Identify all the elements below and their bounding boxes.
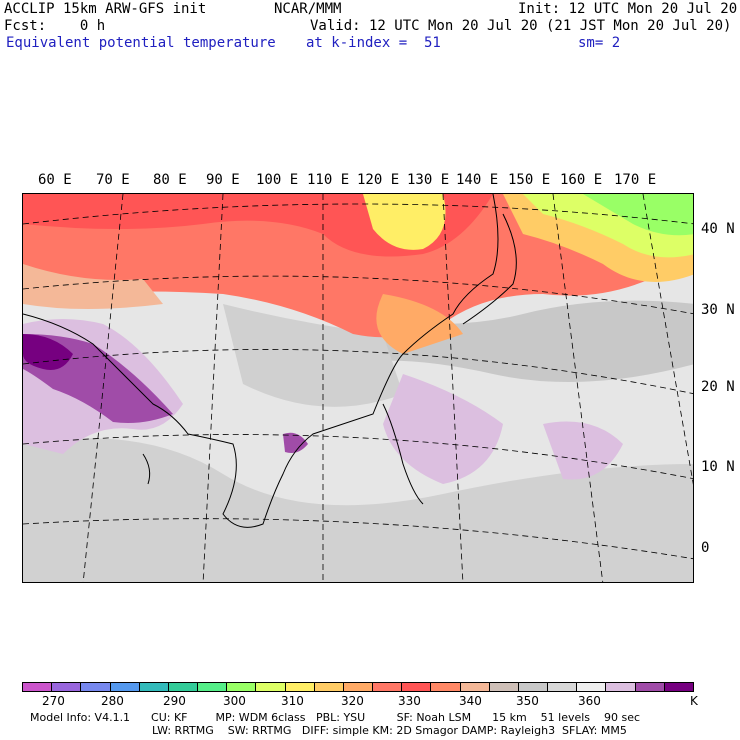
model-info-line1: Model Info: V4.1.1 CU: KF MP: WDM 6class… <box>30 711 641 724</box>
colorbar-swatch <box>52 683 82 691</box>
parallel-30n <box>23 275 693 315</box>
colorbar-swatch <box>489 683 519 691</box>
green-patch-ne <box>583 194 693 236</box>
meridian-2 <box>202 194 224 582</box>
colorbar-swatch <box>431 683 461 691</box>
colorbar-label: 300 <box>223 694 246 708</box>
lon-label: 80 E <box>153 172 187 188</box>
philippines-coast <box>382 403 424 505</box>
meridian-1 <box>82 194 124 582</box>
colorbar-label: 350 <box>516 694 539 708</box>
colorbar-swatch <box>314 683 344 691</box>
japan-coast <box>462 213 517 325</box>
colorbar-swatch <box>227 683 257 691</box>
colorbar-label: 360 <box>578 694 601 708</box>
colorbar-label: 330 <box>398 694 421 708</box>
colorbar-label: 280 <box>101 694 124 708</box>
colorbar-swatch <box>548 683 578 691</box>
lon-label: 140 E <box>456 172 499 188</box>
valid-time: Valid: 12 UTC Mon 20 Jul 20 (21 JST Mon … <box>310 18 732 34</box>
lon-label: 150 E <box>508 172 551 188</box>
salmon-patch-west <box>23 264 163 309</box>
colorbar-swatch <box>110 683 140 691</box>
yellow-patch <box>363 194 446 250</box>
meridian-5 <box>552 194 604 582</box>
smoothing: sm= 2 <box>578 35 621 51</box>
graticule <box>23 194 693 582</box>
lat-label: 30 N <box>701 302 735 318</box>
lon-label: 130 E <box>407 172 450 188</box>
lon-label: 170 E <box>614 172 657 188</box>
lat-label: 0 <box>701 540 710 556</box>
colorbar-swatch <box>285 683 315 691</box>
lon-label: 110 E <box>307 172 350 188</box>
lon-label: 60 E <box>38 172 72 188</box>
gray-field-china <box>223 304 403 407</box>
gray-field-south <box>23 438 693 582</box>
colorbar-swatch <box>402 683 432 691</box>
model-title: ACCLIP 15km ARW-GFS init <box>4 1 207 17</box>
mainland-coast <box>23 194 499 528</box>
colorbar-swatch <box>139 683 169 691</box>
colorbar-label: 320 <box>341 694 364 708</box>
parallel-40n <box>23 203 693 225</box>
colorbar-label: K <box>690 694 698 708</box>
meridian-6 <box>642 194 693 485</box>
model-info-line2: LW: RRTMG SW: RRTMG DIFF: simple KM: 2D … <box>152 724 627 737</box>
colorbar-swatch <box>577 683 607 691</box>
coastlines <box>23 194 517 528</box>
colorbar-label: 290 <box>163 694 186 708</box>
colorbar-swatch <box>606 683 636 691</box>
lon-label: 120 E <box>357 172 400 188</box>
colorbar-swatch <box>343 683 374 691</box>
colorbar-swatch <box>518 683 549 691</box>
map-panel <box>22 193 694 583</box>
colorbar-label: 270 <box>42 694 65 708</box>
gray-field-north-pacific <box>353 300 693 382</box>
colorbar-swatch <box>635 683 665 691</box>
lon-label: 70 E <box>96 172 130 188</box>
colorbar-swatch <box>256 683 286 691</box>
colorbar-label: 340 <box>459 694 482 708</box>
lat-label: 40 N <box>701 221 735 237</box>
init-time: Init: 12 UTC Mon 20 Jul 20 <box>518 1 738 17</box>
colorbar-swatch <box>664 683 693 691</box>
dark-purple-core <box>23 334 73 370</box>
colorbar-swatch <box>373 683 403 691</box>
colorbar-swatch <box>460 683 490 691</box>
lon-label: 90 E <box>206 172 240 188</box>
lavender-field-east <box>543 421 623 480</box>
lat-label: 20 N <box>701 379 735 395</box>
parallel-0 <box>23 518 693 560</box>
forecast-hour: Fcst: 0 h <box>4 18 106 34</box>
lat-label: 10 N <box>701 459 735 475</box>
colorbar <box>22 682 694 692</box>
colorbar-swatch <box>198 683 228 691</box>
colorbar-label: 310 <box>281 694 304 708</box>
srilanka-coast <box>142 453 151 485</box>
orange-patch-korea <box>376 294 463 354</box>
purple-patch-hainan <box>283 432 308 453</box>
lavender-field-pacific <box>383 374 503 484</box>
field-name: Equivalent potential temperature <box>6 35 276 51</box>
center-label: NCAR/MMM <box>274 1 342 17</box>
level-index: at k-index = 51 <box>306 35 441 51</box>
meridian-4 <box>442 194 464 582</box>
lon-label: 160 E <box>560 172 603 188</box>
colorbar-swatch <box>81 683 111 691</box>
parallel-10n <box>23 434 693 480</box>
colorbar-swatch <box>23 683 53 691</box>
theta-e-map <box>23 194 693 582</box>
parallel-20n <box>23 349 693 394</box>
colorbar-swatch <box>168 683 199 691</box>
lon-label: 100 E <box>256 172 299 188</box>
